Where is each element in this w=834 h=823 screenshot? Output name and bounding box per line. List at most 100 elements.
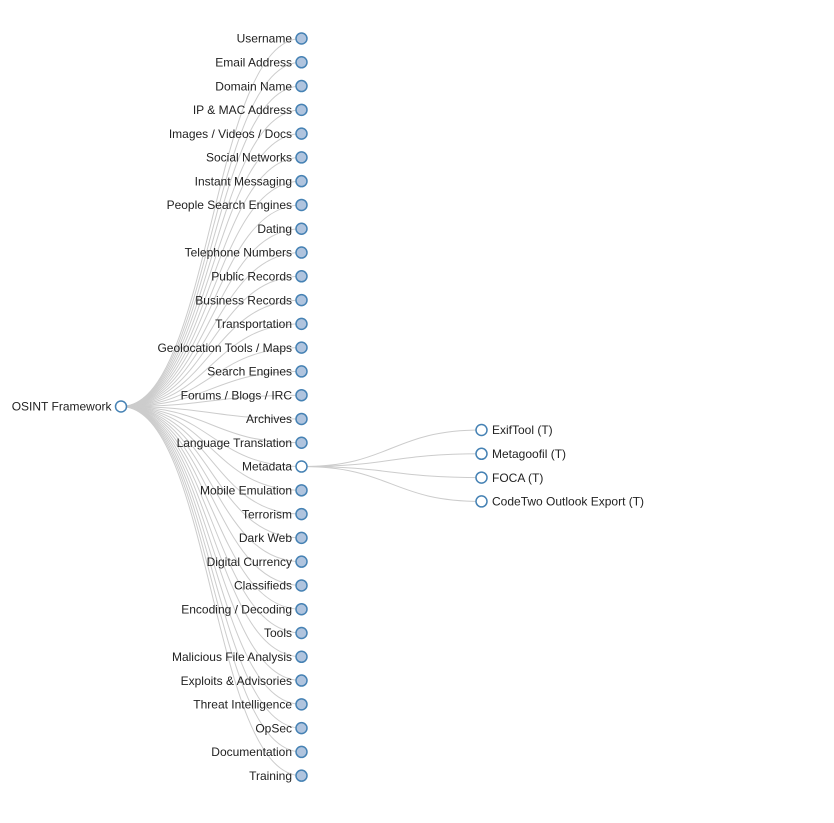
category-node-social-networks[interactable]: Social Networks: [206, 151, 308, 165]
category-node-archives-label[interactable]: Archives: [246, 412, 292, 426]
tool-node-exiftool-t-circle[interactable]: [475, 423, 488, 437]
category-node-forums-blogs-irc[interactable]: Forums / Blogs / IRC: [181, 388, 308, 402]
category-node-documentation-label[interactable]: Documentation: [211, 745, 292, 759]
category-node-dating-circle[interactable]: [295, 222, 308, 235]
category-node-terrorism-label[interactable]: Terrorism: [242, 507, 292, 521]
tool-node-metagoofil-t-label[interactable]: Metagoofil (T): [492, 447, 566, 461]
category-node-domain-name[interactable]: Domain Name: [215, 79, 308, 93]
category-node-instant-messaging[interactable]: Instant Messaging: [195, 174, 308, 188]
category-node-dating-label[interactable]: Dating: [257, 222, 292, 236]
category-node-malicious-file-analysis-label[interactable]: Malicious File Analysis: [172, 650, 292, 664]
category-node-dark-web-circle[interactable]: [295, 531, 308, 545]
category-node-training-label[interactable]: Training: [249, 769, 292, 783]
category-node-business-records[interactable]: Business Records: [195, 293, 308, 307]
category-node-telephone-numbers-circle[interactable]: [295, 246, 308, 259]
category-node-malicious-file-analysis-circle[interactable]: [295, 650, 308, 664]
category-node-threat-intelligence[interactable]: Threat Intelligence: [193, 698, 308, 712]
category-node-tools[interactable]: Tools: [264, 626, 308, 640]
category-node-metadata[interactable]: Metadata: [242, 460, 308, 474]
category-node-metadata-circle[interactable]: [295, 460, 308, 473]
category-node-archives-circle[interactable]: [295, 412, 308, 426]
category-node-mobile-emulation-label[interactable]: Mobile Emulation: [200, 484, 292, 498]
category-node-domain-name-label[interactable]: Domain Name: [215, 79, 292, 93]
category-node-mobile-emulation[interactable]: Mobile Emulation: [200, 484, 308, 498]
category-node-digital-currency-label[interactable]: Digital Currency: [207, 555, 292, 569]
category-node-people-search-engines-circle[interactable]: [295, 198, 308, 212]
category-node-transportation[interactable]: Transportation: [215, 317, 308, 331]
category-node-images-videos-docs-label[interactable]: Images / Videos / Docs: [169, 127, 292, 141]
category-node-email-address-label[interactable]: Email Address: [215, 55, 292, 69]
category-node-dark-web[interactable]: Dark Web: [239, 531, 308, 545]
category-node-opsec[interactable]: OpSec: [255, 721, 308, 735]
category-node-social-networks-circle[interactable]: [295, 151, 308, 164]
category-node-search-engines-circle[interactable]: [295, 365, 308, 378]
category-node-malicious-file-analysis[interactable]: Malicious File Analysis: [172, 650, 308, 664]
category-node-username-circle[interactable]: [295, 32, 308, 45]
tool-node-exiftool-t-label[interactable]: ExifTool (T): [492, 423, 553, 437]
category-node-digital-currency-circle[interactable]: [295, 555, 308, 568]
category-node-terrorism[interactable]: Terrorism: [242, 507, 308, 521]
tool-node-exiftool-t[interactable]: ExifTool (T): [475, 423, 553, 437]
category-node-ip-and-mac-address-label[interactable]: IP & MAC Address: [193, 103, 292, 117]
category-node-username[interactable]: Username: [237, 32, 308, 46]
tool-node-foca-t-circle[interactable]: [475, 471, 488, 484]
category-node-classifieds[interactable]: Classifieds: [234, 579, 308, 593]
category-node-threat-intelligence-circle[interactable]: [295, 698, 308, 711]
category-node-documentation[interactable]: Documentation: [211, 745, 308, 759]
category-node-classifieds-circle[interactable]: [295, 579, 308, 592]
category-node-training[interactable]: Training: [249, 769, 308, 783]
category-node-business-records-circle[interactable]: [295, 293, 308, 307]
category-node-geolocation-tools-maps-circle[interactable]: [295, 341, 308, 354]
category-node-business-records-label[interactable]: Business Records: [195, 293, 292, 307]
category-node-language-translation-label[interactable]: Language Translation: [177, 436, 292, 450]
category-node-dating[interactable]: Dating: [257, 222, 308, 236]
category-node-opsec-label[interactable]: OpSec: [255, 721, 292, 735]
category-node-exploits-and-advisories-label[interactable]: Exploits & Advisories: [181, 674, 292, 688]
category-node-ip-and-mac-address-circle[interactable]: [295, 103, 308, 117]
category-node-transportation-label[interactable]: Transportation: [215, 317, 292, 331]
tool-node-codetwo-outlook-export-t-label[interactable]: CodeTwo Outlook Export (T): [492, 495, 644, 509]
category-node-dark-web-label[interactable]: Dark Web: [239, 531, 292, 545]
root-node-osint-framework[interactable]: OSINT Framework: [12, 400, 128, 414]
category-node-transportation-circle[interactable]: [295, 317, 308, 331]
category-node-images-videos-docs[interactable]: Images / Videos / Docs: [169, 127, 308, 141]
category-node-public-records-circle[interactable]: [295, 270, 308, 283]
category-node-geolocation-tools-maps-label[interactable]: Geolocation Tools / Maps: [157, 341, 292, 355]
category-node-telephone-numbers[interactable]: Telephone Numbers: [185, 246, 308, 260]
category-node-domain-name-circle[interactable]: [295, 79, 308, 93]
category-node-instant-messaging-label[interactable]: Instant Messaging: [195, 174, 292, 188]
category-node-instant-messaging-circle[interactable]: [295, 174, 308, 188]
tool-node-foca-t[interactable]: FOCA (T): [475, 471, 543, 485]
category-node-opsec-circle[interactable]: [295, 721, 308, 735]
category-node-mobile-emulation-circle[interactable]: [295, 484, 308, 497]
category-node-digital-currency[interactable]: Digital Currency: [207, 555, 308, 569]
category-node-public-records-label[interactable]: Public Records: [211, 270, 292, 284]
category-node-username-label[interactable]: Username: [237, 32, 293, 46]
category-node-language-translation[interactable]: Language Translation: [177, 436, 308, 450]
category-node-terrorism-circle[interactable]: [295, 507, 308, 521]
category-node-exploits-and-advisories[interactable]: Exploits & Advisories: [181, 674, 308, 688]
root-node-osint-framework-circle[interactable]: [114, 400, 128, 413]
category-node-search-engines[interactable]: Search Engines: [207, 365, 308, 379]
category-node-tools-label[interactable]: Tools: [264, 626, 292, 640]
tool-node-codetwo-outlook-export-t[interactable]: CodeTwo Outlook Export (T): [475, 495, 644, 509]
tool-node-metagoofil-t[interactable]: Metagoofil (T): [475, 447, 566, 461]
tool-node-codetwo-outlook-export-t-circle[interactable]: [475, 495, 488, 508]
category-node-exploits-and-advisories-circle[interactable]: [295, 674, 308, 687]
category-node-training-circle[interactable]: [295, 769, 308, 782]
category-node-forums-blogs-irc-label[interactable]: Forums / Blogs / IRC: [181, 388, 293, 402]
category-node-search-engines-label[interactable]: Search Engines: [207, 365, 292, 379]
category-node-classifieds-label[interactable]: Classifieds: [234, 579, 292, 593]
category-node-telephone-numbers-label[interactable]: Telephone Numbers: [185, 246, 292, 260]
category-node-threat-intelligence-label[interactable]: Threat Intelligence: [193, 698, 292, 712]
category-node-archives[interactable]: Archives: [246, 412, 308, 426]
category-node-encoding-decoding-circle[interactable]: [295, 602, 308, 616]
category-node-public-records[interactable]: Public Records: [211, 270, 308, 284]
category-node-tools-circle[interactable]: [295, 626, 308, 640]
category-node-encoding-decoding[interactable]: Encoding / Decoding: [181, 602, 308, 616]
root-node-osint-framework-label[interactable]: OSINT Framework: [12, 400, 113, 414]
category-node-people-search-engines[interactable]: People Search Engines: [167, 198, 308, 212]
category-node-language-translation-circle[interactable]: [295, 436, 308, 450]
category-node-people-search-engines-label[interactable]: People Search Engines: [167, 198, 292, 212]
category-node-encoding-decoding-label[interactable]: Encoding / Decoding: [181, 602, 292, 616]
